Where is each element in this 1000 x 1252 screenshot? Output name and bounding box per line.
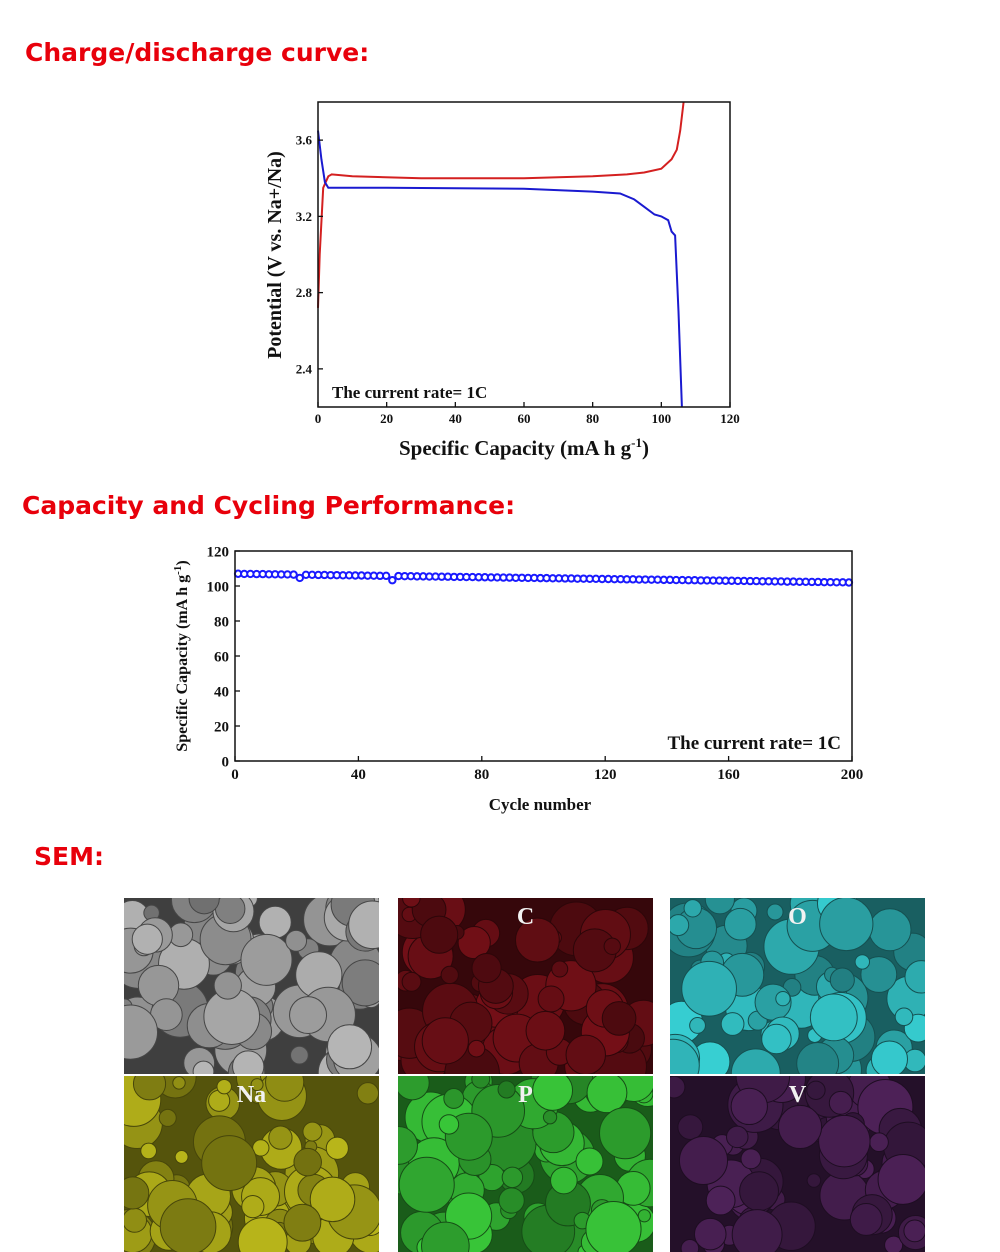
charge-discharge-heading: Charge/discharge curve: — [25, 38, 370, 67]
x-tick-label: 80 — [586, 411, 599, 426]
eds-map-p: P — [398, 1076, 653, 1252]
x-tick-label: 60 — [518, 411, 531, 426]
y-tick-label: 40 — [214, 684, 229, 700]
discharge-curve — [317, 130, 683, 408]
x-tick-label: 120 — [594, 767, 617, 783]
cycling-performance-chart: 0 40 80 120 160 200 0 20 40 60 80 100 120 The curren… — [172, 544, 864, 814]
y-tick-label: 80 — [214, 614, 229, 630]
x-tick-label: 80 — [474, 767, 489, 783]
charge-discharge-chart: 0 20 40 60 80 100 120 2.4 2.8 3.2 3.6 The current … — [264, 101, 740, 460]
element-label: Na — [236, 1082, 267, 1108]
data-point — [295, 573, 304, 583]
x-axis-label: Specific Capacity (mA h g-1) — [399, 435, 649, 460]
x-tick-label: 160 — [717, 767, 740, 783]
data-point — [289, 570, 298, 579]
sem-image — [124, 898, 379, 1074]
data-point — [844, 578, 854, 587]
x-tick-label: 120 — [720, 411, 740, 426]
sem-heading: SEM: — [34, 842, 104, 871]
y-tick-label: 100 — [207, 579, 230, 595]
element-label: C — [516, 904, 535, 930]
x-tick-label: 20 — [380, 411, 393, 426]
x-axis-label: Cycle number — [489, 795, 592, 814]
x-tick-label: 100 — [652, 411, 672, 426]
eds-map-c: C — [398, 898, 653, 1074]
y-tick-label: 120 — [207, 544, 230, 560]
x-tick-label: 0 — [231, 767, 239, 783]
element-label: P — [518, 1082, 533, 1108]
eds-map-v: V — [670, 1076, 925, 1252]
element-label: V — [788, 1082, 807, 1108]
y-tick-label: 2.4 — [296, 361, 313, 376]
rate-annotation: The current rate= 1C — [332, 383, 487, 402]
x-tick-label: 200 — [841, 767, 864, 783]
y-tick-label: 3.2 — [296, 209, 312, 224]
y-axis-label: Potential (V vs. Na+/Na) — [264, 151, 286, 359]
data-point — [388, 576, 397, 585]
y-tick-label: 0 — [222, 754, 230, 770]
y-tick-label: 60 — [214, 649, 229, 665]
y-tick-label: 2.8 — [296, 285, 313, 300]
plot-frame — [317, 101, 731, 408]
eds-map-o: O — [670, 898, 925, 1074]
y-tick-label: 20 — [214, 719, 229, 735]
charge-curve — [317, 101, 685, 308]
x-tick-label: 40 — [351, 767, 366, 783]
element-label: O — [788, 904, 807, 930]
x-tick-label: 0 — [315, 411, 322, 426]
x-tick-label: 40 — [449, 411, 462, 426]
data-point — [381, 571, 391, 581]
rate-annotation: The current rate= 1C — [667, 733, 841, 754]
y-tick-label: 3.6 — [296, 133, 313, 148]
eds-map-na: Na — [124, 1076, 379, 1252]
y-axis-label: Specific Capacity (mA h g-1) — [172, 560, 191, 751]
cycling-heading: Capacity and Cycling Performance: — [22, 491, 516, 520]
